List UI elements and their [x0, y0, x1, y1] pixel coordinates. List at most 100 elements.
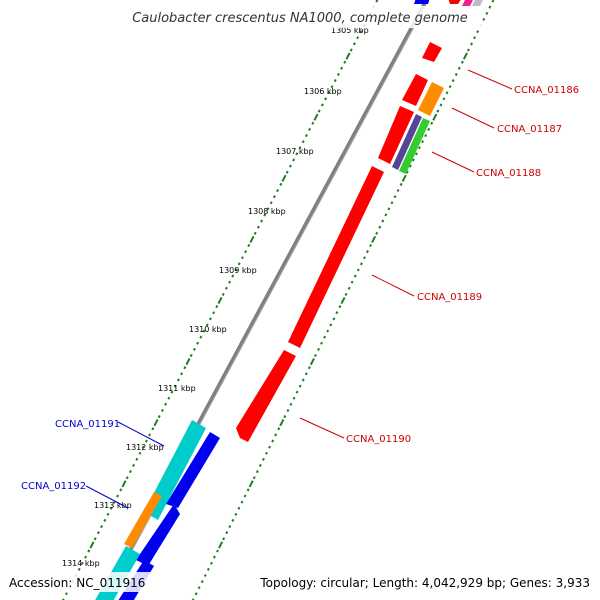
minor-tick [260, 219, 264, 223]
minor-tick [194, 592, 198, 596]
minor-tick [375, 0, 379, 3]
gene-label-ccna-01191: CCNA_01191 [55, 419, 120, 430]
minor-tick [247, 243, 251, 248]
minor-tick [320, 103, 324, 107]
minor-tick [283, 415, 287, 419]
minor-tick [356, 36, 360, 40]
major-tick [432, 113, 438, 121]
major-tick [217, 296, 223, 305]
minor-tick [157, 415, 161, 419]
map-title: Caulobacter crescentus NA1000, complete … [132, 11, 468, 26]
minor-tick [200, 580, 204, 584]
plus-strand-features [236, 0, 483, 442]
callout-line-ccna-01192 [85, 485, 129, 509]
minor-tick [473, 36, 476, 40]
minor-tick [387, 207, 391, 211]
minor-tick [243, 494, 247, 498]
minor-tick [96, 531, 100, 535]
minor-tick [311, 121, 315, 125]
minor-tick [454, 72, 458, 76]
callout-line-ccna-01186 [467, 69, 513, 90]
callout-line-ccna-01190 [299, 417, 345, 439]
title-backdrop [118, 6, 482, 28]
minor-tick [448, 85, 452, 89]
minor-tick [467, 48, 470, 52]
minor-tick [106, 512, 110, 516]
minor-tick [482, 17, 486, 21]
minor-tick [225, 531, 229, 535]
minor-tick [167, 396, 171, 400]
minor-tick [210, 561, 213, 565]
major-tick [462, 52, 468, 60]
gene-label-ccna-01189: CCNA_01189 [417, 292, 482, 303]
minor-tick [399, 182, 403, 186]
minor-tick [119, 488, 123, 492]
minor-tick [336, 72, 340, 76]
footer-backdrop-right [256, 572, 596, 592]
minor-tick [470, 42, 473, 46]
minor-tick [116, 494, 120, 498]
minor-tick [384, 213, 388, 217]
minor-tick [323, 335, 327, 339]
minor-tick [338, 305, 342, 309]
callout-line-ccna-01187 [451, 107, 495, 129]
minor-tick [258, 463, 262, 467]
kbp-label: 1314 kbp [62, 559, 100, 568]
minor-tick [343, 60, 347, 64]
minor-tick [488, 5, 492, 9]
minor-tick [231, 274, 235, 278]
feature-top-magenta [462, 0, 473, 6]
minor-tick [333, 79, 337, 83]
feature-ccna-01187-orange [418, 82, 444, 116]
minor-tick [301, 140, 305, 144]
minor-tick [262, 457, 265, 461]
minor-tick [272, 195, 276, 199]
gene-label-ccna-01188: CCNA_01188 [476, 168, 541, 179]
minor-tick [442, 97, 446, 101]
minor-tick [295, 152, 299, 156]
major-tick [401, 174, 407, 182]
minor-tick [253, 231, 257, 235]
minor-tick [84, 555, 88, 559]
minor-tick [424, 134, 428, 138]
major-tick [249, 235, 255, 243]
minor-tick [326, 329, 330, 333]
minor-tick [314, 353, 317, 358]
gene-label-ccna-01192: CCNA_01192 [21, 481, 86, 492]
minor-tick [240, 500, 244, 504]
minor-tick [269, 201, 273, 205]
minor-tick [151, 427, 155, 431]
kbp-label: 1306 kbp [304, 87, 342, 96]
minor-tick [222, 537, 226, 541]
minor-tick [292, 396, 296, 400]
minor-tick [430, 121, 434, 125]
minor-tick [381, 219, 385, 223]
major-tick [340, 296, 346, 305]
major-tick [153, 419, 159, 427]
major-tick [218, 541, 224, 549]
kbp-label: 1308 kbp [248, 207, 286, 216]
minor-tick [170, 390, 174, 394]
major-tick [248, 480, 254, 488]
minor-tick [135, 457, 139, 461]
minor-tick [212, 311, 216, 315]
minor-tick [451, 79, 455, 83]
feature-ccna-01186-arrow [422, 42, 442, 62]
minor-tick [77, 567, 81, 571]
inner-tick-track [191, 0, 495, 600]
minor-tick [244, 250, 248, 254]
minor-tick [268, 445, 271, 449]
minor-tick [393, 195, 397, 199]
feature-ccna-01187-red [402, 74, 428, 106]
minor-tick [460, 60, 464, 64]
minor-tick [80, 561, 84, 565]
minor-tick [234, 512, 238, 516]
minor-tick [317, 109, 321, 113]
minor-tick [183, 366, 187, 370]
topology-text: Topology: circular; Length: 4,042,929 bp… [259, 576, 590, 590]
minor-tick [304, 372, 308, 376]
minor-tick [335, 311, 339, 315]
minor-tick [93, 537, 97, 541]
minor-tick [192, 347, 196, 351]
